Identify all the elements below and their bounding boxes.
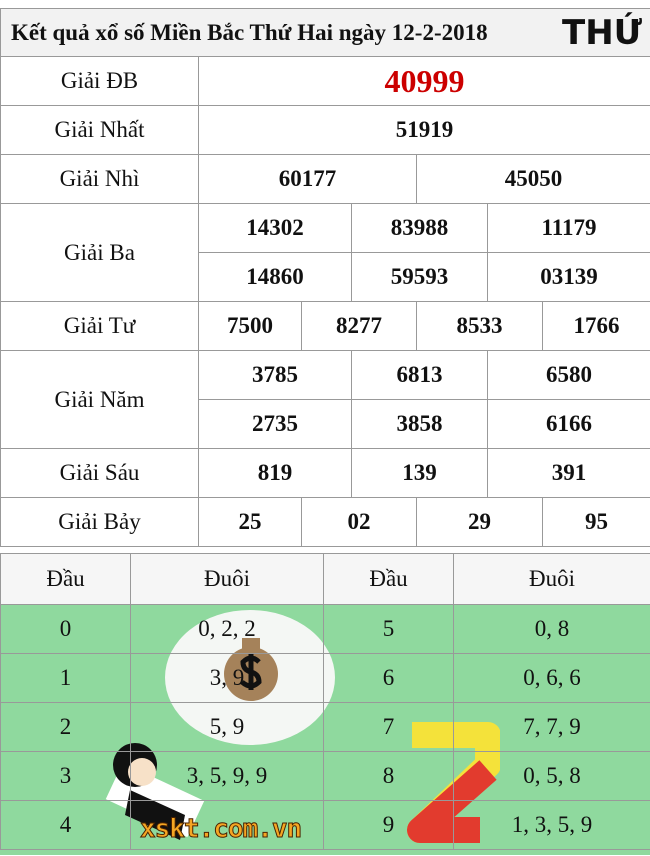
prize-number: 25: [198, 497, 302, 547]
tail-digits: 7, 7, 9: [453, 702, 650, 752]
loto-row: 2 5, 9 7 7, 7, 9: [0, 702, 650, 752]
prize-row-tu: Giải Tư 7500 8277 8533 1766: [0, 301, 650, 351]
results-table: Kết quả xổ số Miền Bắc Thứ Hai ngày 12-2…: [0, 8, 650, 547]
prize-row-nam: Giải Năm 3785 6813 6580: [0, 350, 650, 449]
header-duoi: Đuôi: [130, 553, 324, 605]
loto-row: 1 3, 9 6 0, 6, 6: [0, 653, 650, 703]
prize-number: 14860: [198, 252, 352, 302]
head-digit: 3: [0, 751, 131, 801]
prize-label: Giải Năm: [0, 350, 199, 449]
prize-number: 6166: [486, 399, 650, 449]
tail-digits: 0, 8: [453, 604, 650, 654]
head-digit: 5: [323, 604, 454, 654]
prize-number: 51919: [197, 105, 650, 155]
tail-digits: 3, 5, 9, 9: [130, 751, 324, 801]
prize-number: 7500: [198, 301, 302, 351]
prize-number: 60177: [198, 154, 417, 204]
head-digit: 1: [0, 653, 131, 703]
prize-number: 03139: [486, 252, 650, 302]
tail-digits: 3, 9: [130, 653, 324, 703]
head-digit: 2: [0, 702, 131, 752]
prize-label: Giải Bảy: [0, 497, 199, 547]
head-digit: 6: [323, 653, 454, 703]
tail-digits: [130, 800, 324, 850]
prize-number: 8277: [301, 301, 417, 351]
tail-digits: 5, 9: [130, 702, 324, 752]
prize-row-sau: Giải Sáu 819 139 391: [0, 448, 650, 498]
loto-table: Đầu Đuôi Đầu Đuôi 0 0, 2, 2 5 0, 8 1 3, 9 6 0, 6,…: [0, 553, 650, 850]
tail-digits: 0, 6, 6: [453, 653, 650, 703]
loto-row: 3 3, 5, 9, 9 8 0, 5, 8: [0, 751, 650, 801]
head-digit: 8: [323, 751, 454, 801]
prize-number: 11179: [486, 203, 650, 253]
prize-row-nhi: Giải Nhì 60177 45050: [0, 154, 650, 204]
banner-word: THỨ: [562, 13, 643, 53]
prize-number: 83988: [351, 203, 488, 253]
prize-number: 391: [486, 448, 650, 498]
prize-label: Giải ĐB: [0, 56, 199, 106]
prize-row-ba: Giải Ba 14302 83988 11179: [0, 203, 650, 302]
prize-number: 95: [541, 497, 650, 547]
header-dau: Đầu: [323, 553, 454, 605]
loto-row: 4 9 1, 3, 5, 9: [0, 800, 650, 850]
tail-digits: 0, 5, 8: [453, 751, 650, 801]
prize-number: 3858: [351, 399, 488, 449]
prize-row-nhat: Giải Nhất 51919: [0, 105, 650, 155]
prize-number: 14302: [198, 203, 352, 253]
special-prize-number: 40999: [197, 56, 650, 106]
prize-number: 02: [301, 497, 417, 547]
head-digit: 7: [323, 702, 454, 752]
header-dau: Đầu: [0, 553, 131, 605]
prize-row-bay: Giải Bảy 25 02 29 95: [0, 497, 650, 547]
head-digit: 4: [0, 800, 131, 850]
prize-number: 6580: [486, 350, 650, 400]
prize-row-db: Giải ĐB 40999: [0, 56, 650, 106]
prize-number: 59593: [351, 252, 488, 302]
head-digit: 9: [323, 800, 454, 850]
prize-number: 819: [198, 448, 352, 498]
prize-number: 29: [416, 497, 543, 547]
prize-number: 139: [351, 448, 488, 498]
header-duoi: Đuôi: [453, 553, 650, 605]
head-digit: 0: [0, 604, 131, 654]
prize-number: 2735: [198, 399, 352, 449]
prize-label: Giải Nhì: [0, 154, 199, 204]
page-title: Kết quả xổ số Miền Bắc Thứ Hai ngày 12-2…: [0, 8, 650, 57]
prize-label: Giải Sáu: [0, 448, 199, 498]
prize-label: Giải Nhất: [0, 105, 199, 155]
site-logo: xskt.com.vn: [139, 814, 302, 845]
tail-digits: 0, 2, 2: [130, 604, 324, 654]
prize-number: 3785: [198, 350, 352, 400]
loto-row: 0 0, 2, 2 5 0, 8: [0, 604, 650, 654]
tail-digits: 1, 3, 5, 9: [453, 800, 650, 850]
prize-label: Giải Tư: [0, 301, 199, 351]
prize-number: 45050: [415, 154, 650, 204]
prize-number: 6813: [351, 350, 488, 400]
prize-number: 8533: [416, 301, 543, 351]
prize-number: 1766: [541, 301, 650, 351]
prize-label: Giải Ba: [0, 203, 199, 302]
